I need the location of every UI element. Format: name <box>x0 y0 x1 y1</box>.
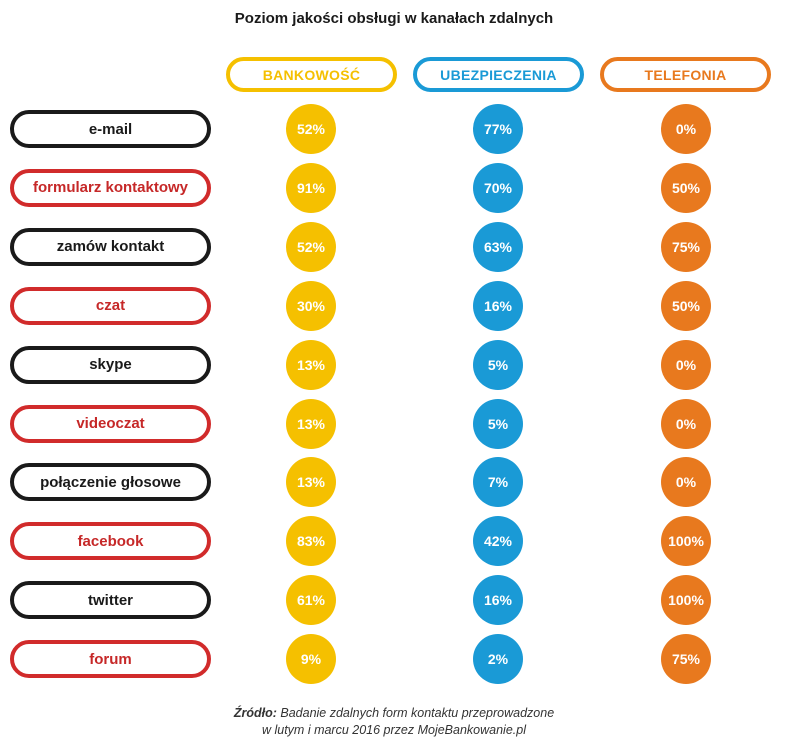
value-circle-bankowosc: 30% <box>286 280 336 331</box>
value-circle-bankowosc: 52% <box>286 221 336 272</box>
chart-title: Poziom jakości obsługi w kanałach zdalny… <box>234 10 554 27</box>
value-circle-telefonia: 0% <box>661 457 711 508</box>
row-label: forum <box>10 640 211 679</box>
value-circle-ubezpieczenia: 7% <box>473 457 523 508</box>
source-line-1: Badanie zdalnych form kontaktu przeprowa… <box>280 706 555 720</box>
source-line-2: w lutym i marcu 2016 przez MojeBankowani… <box>261 723 526 737</box>
row-label: formularz kontaktowy <box>10 168 211 207</box>
row-label: e-mail <box>10 110 211 148</box>
value-circle-ubezpieczenia: 70% <box>473 162 523 213</box>
column-header-ubezpieczenia: UBEZPIECZENIA <box>413 57 584 92</box>
row-label: czat <box>10 286 211 325</box>
value-circle-ubezpieczenia: 77% <box>473 104 523 154</box>
value-circle-ubezpieczenia: 5% <box>473 339 523 390</box>
row-label: twitter <box>10 581 211 620</box>
value-circle-ubezpieczenia: 16% <box>473 575 523 626</box>
column-header-telefonia: TELEFONIA <box>600 57 771 92</box>
source-prefix: Źródło: <box>233 706 277 720</box>
value-circle-telefonia: 0% <box>661 398 711 449</box>
column-header-bankowosc: BANKOWOŚĆ <box>226 57 397 92</box>
row-label: zamów kontakt <box>10 227 211 266</box>
value-circle-bankowosc: 91% <box>286 162 336 213</box>
source-note: Źródło: Badanie zdalnych form kontaktu p… <box>0 705 788 739</box>
value-circle-telefonia: 75% <box>661 634 711 685</box>
row-label: videoczat <box>10 404 211 443</box>
value-circle-bankowosc: 13% <box>286 457 336 508</box>
value-circle-ubezpieczenia: 16% <box>473 280 523 331</box>
value-circle-telefonia: 100% <box>661 516 711 567</box>
value-circle-telefonia: 0% <box>661 104 711 154</box>
value-circle-bankowosc: 9% <box>286 634 336 685</box>
row-label: facebook <box>10 522 211 561</box>
value-circle-telefonia: 50% <box>661 280 711 331</box>
value-circle-bankowosc: 52% <box>286 104 336 154</box>
value-circle-telefonia: 50% <box>661 162 711 213</box>
value-circle-ubezpieczenia: 63% <box>473 221 523 272</box>
value-circle-ubezpieczenia: 42% <box>473 516 523 567</box>
value-circle-bankowosc: 13% <box>286 398 336 449</box>
value-circle-bankowosc: 61% <box>286 575 336 626</box>
row-label: połączenie głosowe <box>10 463 211 502</box>
value-circle-ubezpieczenia: 2% <box>473 634 523 685</box>
value-circle-ubezpieczenia: 5% <box>473 398 523 449</box>
value-circle-bankowosc: 13% <box>286 339 336 390</box>
value-circle-telefonia: 75% <box>661 221 711 272</box>
value-circle-bankowosc: 83% <box>286 516 336 567</box>
value-circle-telefonia: 100% <box>661 575 711 626</box>
row-label: skype <box>10 345 211 384</box>
value-circle-telefonia: 0% <box>661 339 711 390</box>
